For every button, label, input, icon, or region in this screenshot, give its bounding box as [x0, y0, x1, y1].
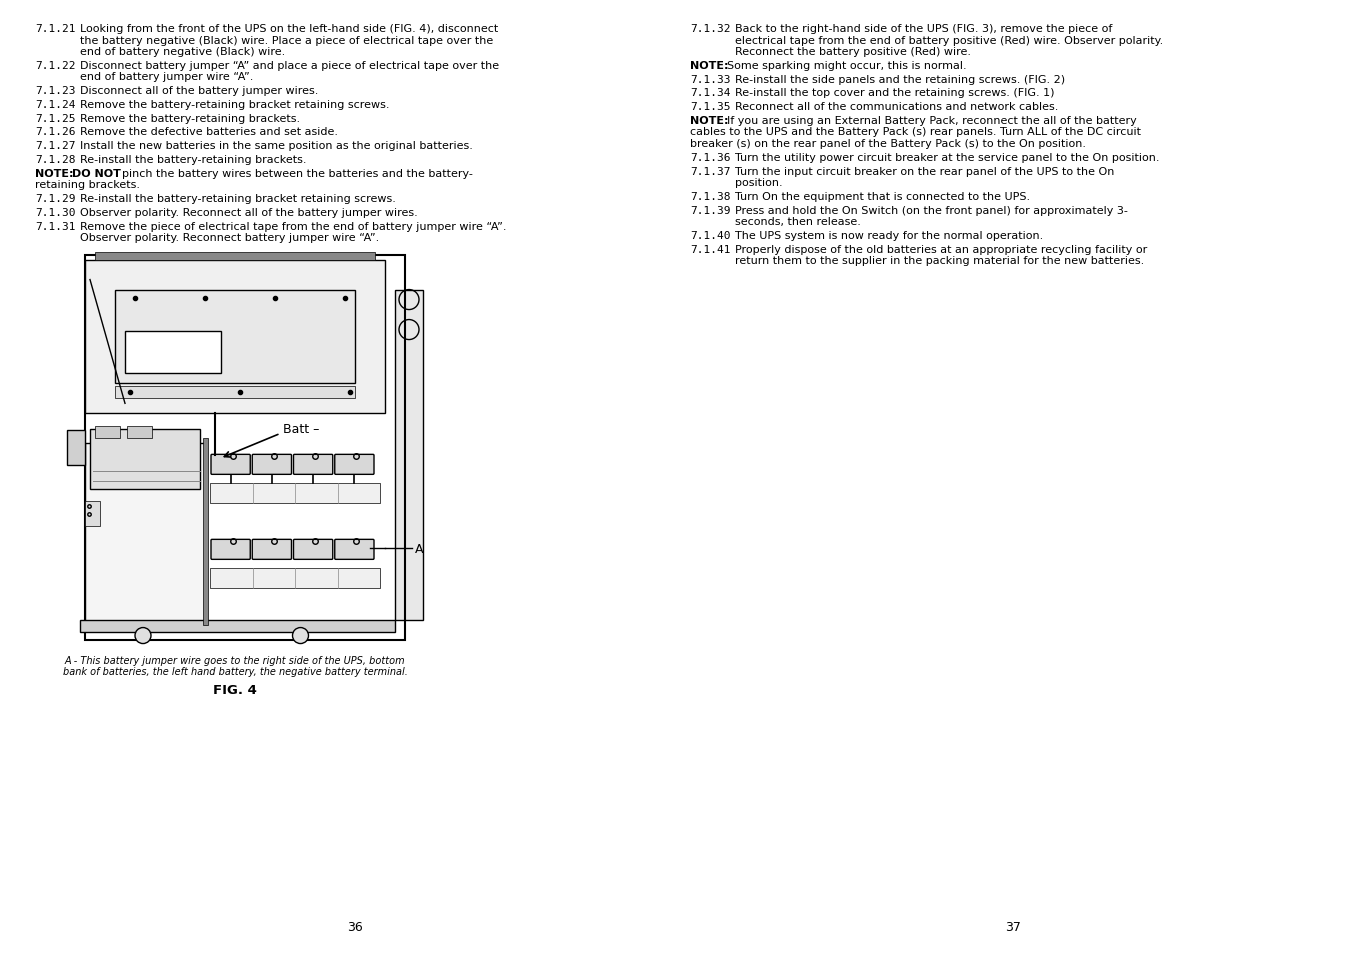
Text: FIG. 4: FIG. 4	[213, 683, 257, 696]
FancyBboxPatch shape	[293, 455, 332, 475]
Text: Remove the battery-retaining brackets.: Remove the battery-retaining brackets.	[80, 113, 300, 124]
Text: 7.1.25: 7.1.25	[35, 113, 76, 124]
Text: 7.1.35: 7.1.35	[690, 102, 731, 112]
Text: Re-install the battery-retaining brackets.: Re-install the battery-retaining bracket…	[80, 155, 307, 165]
Bar	[115, 291, 355, 384]
Bar	[80, 619, 394, 632]
Text: 7.1.28: 7.1.28	[35, 155, 76, 165]
Bar	[85, 501, 100, 526]
Bar	[85, 255, 405, 639]
Text: 37: 37	[1005, 920, 1021, 933]
Text: Batt –: Batt –	[282, 422, 319, 436]
Text: Some sparking might occur, this is normal.: Some sparking might occur, this is norma…	[727, 61, 966, 71]
Bar	[394, 291, 423, 619]
Text: 7.1.29: 7.1.29	[35, 194, 76, 204]
Bar	[126, 332, 222, 374]
Text: Disconnect battery jumper “A” and place a piece of electrical tape over the: Disconnect battery jumper “A” and place …	[80, 61, 499, 71]
Bar	[95, 427, 120, 439]
Text: cables to the UPS and the Battery Pack (s) rear panels. Turn ALL of the DC circu: cables to the UPS and the Battery Pack (…	[690, 128, 1142, 137]
Text: Re-install the top cover and the retaining screws. (FIG. 1): Re-install the top cover and the retaini…	[735, 89, 1055, 98]
Text: breaker (s) on the rear panel of the Battery Pack (s) to the On position.: breaker (s) on the rear panel of the Bat…	[690, 139, 1086, 149]
Text: If you are using an External Battery Pack, reconnect the all of the battery: If you are using an External Battery Pac…	[727, 116, 1136, 126]
FancyBboxPatch shape	[253, 455, 292, 475]
Text: Turn the input circuit breaker on the rear panel of the UPS to the On: Turn the input circuit breaker on the re…	[735, 167, 1115, 176]
Text: Turn the utility power circuit breaker at the service panel to the On position.: Turn the utility power circuit breaker a…	[735, 152, 1159, 163]
Text: Remove the battery-retaining bracket retaining screws.: Remove the battery-retaining bracket ret…	[80, 100, 389, 110]
Text: DO NOT: DO NOT	[72, 169, 120, 179]
Bar	[209, 569, 380, 589]
Bar	[91, 430, 200, 489]
Circle shape	[293, 628, 308, 644]
Text: Remove the defective batteries and set aside.: Remove the defective batteries and set a…	[80, 128, 338, 137]
Text: Remove the piece of electrical tape from the end of battery jumper wire “A”.: Remove the piece of electrical tape from…	[80, 221, 507, 232]
Text: The UPS system is now ready for the normal operation.: The UPS system is now ready for the norm…	[735, 231, 1043, 241]
Text: 7.1.38: 7.1.38	[690, 192, 731, 202]
Text: 7.1.34: 7.1.34	[690, 89, 731, 98]
Text: A - This battery jumper wire goes to the right side of the UPS, bottom: A - This battery jumper wire goes to the…	[65, 655, 405, 665]
FancyBboxPatch shape	[293, 539, 332, 559]
Text: position.: position.	[735, 178, 782, 188]
Text: Press and hold the On Switch (on the front panel) for approximately 3-: Press and hold the On Switch (on the fro…	[735, 206, 1128, 215]
Text: 7.1.26: 7.1.26	[35, 128, 76, 137]
Circle shape	[135, 628, 151, 644]
Text: 7.1.31: 7.1.31	[35, 221, 76, 232]
Text: 7.1.39: 7.1.39	[690, 206, 731, 215]
Text: 7.1.33: 7.1.33	[690, 74, 731, 85]
Text: NOTE:: NOTE:	[35, 169, 73, 179]
Text: bank of batteries, the left hand battery, the negative battery terminal.: bank of batteries, the left hand battery…	[62, 666, 408, 676]
FancyBboxPatch shape	[211, 539, 250, 559]
Text: 36: 36	[347, 920, 363, 933]
Bar	[127, 427, 153, 439]
FancyBboxPatch shape	[335, 539, 374, 559]
Text: Disconnect all of the battery jumper wires.: Disconnect all of the battery jumper wir…	[80, 86, 319, 96]
Text: 7.1.30: 7.1.30	[35, 208, 76, 218]
Text: NOTE:: NOTE:	[690, 61, 728, 71]
Text: retaining brackets.: retaining brackets.	[35, 180, 141, 191]
Text: 7.1.41: 7.1.41	[690, 245, 731, 254]
Text: end of battery jumper wire “A”.: end of battery jumper wire “A”.	[80, 72, 254, 82]
Text: 7.1.32: 7.1.32	[690, 24, 731, 34]
Bar	[209, 484, 380, 504]
Bar	[95, 253, 376, 260]
Text: Reconnect all of the communications and network cables.: Reconnect all of the communications and …	[735, 102, 1058, 112]
FancyBboxPatch shape	[211, 455, 250, 475]
Text: Looking from the front of the UPS on the left-hand side (FIG. 4), disconnect: Looking from the front of the UPS on the…	[80, 24, 499, 34]
Text: Observer polarity. Reconnect battery jumper wire “A”.: Observer polarity. Reconnect battery jum…	[80, 233, 380, 243]
Bar	[85, 260, 385, 414]
Text: Observer polarity. Reconnect all of the battery jumper wires.: Observer polarity. Reconnect all of the …	[80, 208, 417, 218]
Text: 7.1.21: 7.1.21	[35, 24, 76, 34]
Text: Reconnect the battery positive (Red) wire.: Reconnect the battery positive (Red) wir…	[735, 47, 971, 57]
Text: Back to the right-hand side of the UPS (FIG. 3), remove the piece of: Back to the right-hand side of the UPS (…	[735, 24, 1112, 34]
Text: A: A	[415, 542, 423, 556]
Text: 7.1.36: 7.1.36	[690, 152, 731, 163]
Text: electrical tape from the end of battery positive (Red) wire. Observer polarity.: electrical tape from the end of battery …	[735, 35, 1163, 46]
Text: 7.1.22: 7.1.22	[35, 61, 76, 71]
Text: seconds, then release.: seconds, then release.	[735, 217, 861, 227]
Bar	[203, 439, 208, 625]
Bar	[85, 444, 205, 625]
Text: return them to the supplier in the packing material for the new batteries.: return them to the supplier in the packi…	[735, 256, 1144, 266]
Text: 7.1.40: 7.1.40	[690, 231, 731, 241]
FancyBboxPatch shape	[335, 455, 374, 475]
Text: 7.1.27: 7.1.27	[35, 141, 76, 152]
Text: Re-install the side panels and the retaining screws. (FIG. 2): Re-install the side panels and the retai…	[735, 74, 1065, 85]
Text: the battery negative (Black) wire. Place a piece of electrical tape over the: the battery negative (Black) wire. Place…	[80, 35, 493, 46]
Text: Properly dispose of the old batteries at an appropriate recycling facility or: Properly dispose of the old batteries at…	[735, 245, 1147, 254]
Text: Turn On the equipment that is connected to the UPS.: Turn On the equipment that is connected …	[735, 192, 1029, 202]
Text: 7.1.23: 7.1.23	[35, 86, 76, 96]
Text: NOTE:: NOTE:	[690, 116, 728, 126]
Text: end of battery negative (Black) wire.: end of battery negative (Black) wire.	[80, 47, 285, 57]
Text: Re-install the battery-retaining bracket retaining screws.: Re-install the battery-retaining bracket…	[80, 194, 396, 204]
Bar	[115, 387, 355, 399]
Text: Install the new batteries in the same position as the original batteries.: Install the new batteries in the same po…	[80, 141, 473, 152]
FancyBboxPatch shape	[253, 539, 292, 559]
Text: 7.1.37: 7.1.37	[690, 167, 731, 176]
Text: pinch the battery wires between the batteries and the battery-: pinch the battery wires between the batt…	[122, 169, 473, 179]
Bar	[68, 430, 85, 465]
Text: 7.1.24: 7.1.24	[35, 100, 76, 110]
